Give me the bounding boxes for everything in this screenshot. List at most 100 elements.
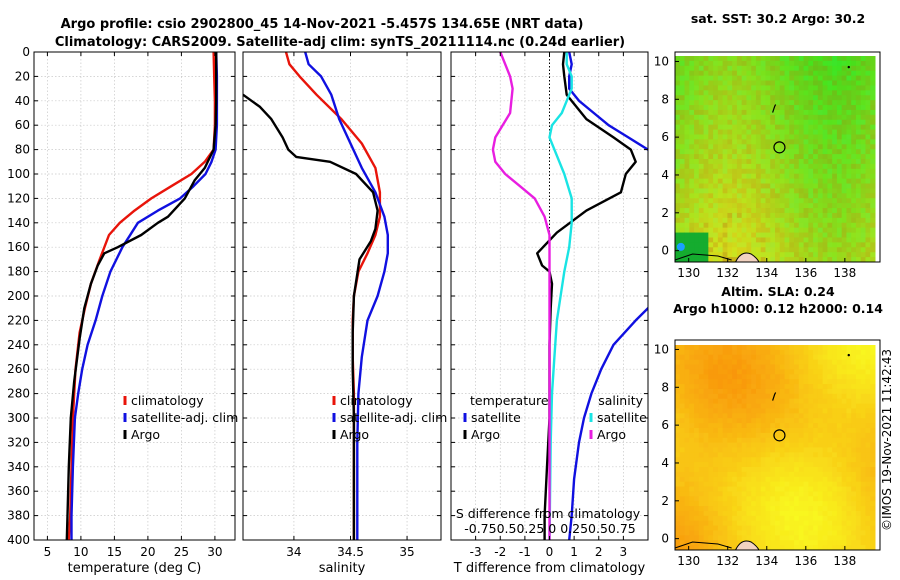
heatmap-cell: [832, 222, 838, 229]
heatmap-cell: [713, 345, 719, 351]
heatmap-cell: [865, 413, 871, 419]
heatmap-cell: [698, 105, 705, 111]
heatmap-cell: [717, 163, 724, 170]
heatmap-cell: [751, 349, 757, 356]
heatmap-cell: [689, 540, 695, 546]
heatmap-cell: [760, 227, 766, 234]
heatmap-cell: [703, 247, 709, 253]
heatmap-cell: [813, 95, 819, 101]
heatmap-cell: [722, 374, 728, 380]
heatmap-cell: [870, 530, 876, 536]
heatmap-cell: [732, 467, 738, 473]
heatmap-cell: [808, 476, 814, 483]
heatmap-cell: [708, 173, 714, 180]
heatmap-cell: [808, 80, 814, 86]
heatmap-cell: [679, 423, 686, 429]
x-tick-label: 15: [107, 545, 122, 559]
heatmap-cell: [736, 349, 743, 356]
heatmap-cell: [813, 163, 819, 170]
heatmap-cell: [827, 154, 833, 160]
heatmap-cell: [755, 442, 762, 448]
heatmap-cell: [727, 85, 733, 91]
heatmap-cell: [755, 486, 762, 492]
heatmap-cell: [794, 359, 800, 366]
heatmap-cell: [679, 379, 686, 385]
heatmap-cell: [732, 159, 738, 165]
heatmap-cell: [689, 354, 695, 361]
heatmap-cell: [817, 119, 824, 126]
heatmap-cell: [765, 134, 771, 140]
heatmap-cell: [684, 530, 690, 536]
heatmap-cell: [808, 232, 814, 238]
heatmap-cell: [708, 501, 714, 507]
heatmap-cell: [808, 506, 814, 512]
heatmap-cell: [870, 129, 876, 135]
heatmap-cell: [679, 476, 686, 483]
heatmap-cell: [717, 85, 724, 91]
heatmap-cell: [684, 109, 690, 116]
heatmap-cell: [760, 139, 766, 145]
heatmap-cell: [741, 80, 747, 86]
heatmap-cell: [865, 418, 871, 424]
heatmap-cell: [746, 232, 752, 238]
heatmap-cell: [779, 481, 786, 488]
heatmap-cell: [855, 525, 862, 531]
heatmap-cell: [736, 535, 743, 541]
heatmap-cell: [794, 144, 800, 150]
heatmap-cell: [675, 427, 681, 434]
heatmap-cell: [689, 217, 695, 224]
heatmap-cell: [832, 393, 838, 400]
heatmap-cell: [684, 149, 690, 155]
heatmap-cell: [698, 168, 705, 175]
heatmap-cell: [779, 447, 786, 453]
heatmap-cell: [779, 105, 786, 111]
heatmap-cell: [827, 515, 833, 522]
heatmap-cell: [813, 481, 819, 488]
heatmap-cell: [794, 520, 800, 527]
heatmap-cell: [865, 65, 871, 72]
heatmap-cell: [794, 510, 800, 517]
heatmap-cell: [851, 427, 857, 434]
heatmap-cell: [765, 163, 771, 170]
heatmap-cell: [789, 257, 795, 263]
heatmap-cell: [689, 154, 695, 160]
heatmap-cell: [832, 364, 838, 370]
heatmap-cell: [822, 423, 828, 429]
heatmap-cell: [675, 65, 681, 72]
heatmap-cell: [746, 369, 752, 375]
heatmap-cell: [855, 515, 862, 522]
heatmap-cell: [832, 144, 838, 150]
island-outline: [772, 392, 777, 401]
heatmap-cell: [822, 134, 828, 140]
heatmap-cell: [789, 486, 795, 492]
heatmap-cell: [836, 139, 843, 145]
heatmap-cell: [870, 149, 876, 155]
heatmap-cell: [698, 398, 705, 405]
heatmap-cell: [689, 247, 695, 253]
heatmap-cell: [775, 423, 781, 429]
heatmap-cell: [817, 70, 824, 77]
heatmap-cell: [846, 139, 852, 145]
heatmap-cell: [860, 379, 866, 385]
heatmap-cell: [846, 144, 852, 150]
heatmap-cell: [803, 232, 809, 238]
heatmap-cell: [794, 95, 800, 101]
heatmap-cell: [779, 374, 786, 380]
heatmap-cell: [846, 476, 852, 483]
heatmap-cell: [851, 364, 857, 370]
heatmap-cell: [689, 413, 695, 419]
heatmap-cell: [870, 183, 876, 189]
difference-panel: -3 -2 -1 0 1 2 3T difference from climatologyt…: [450, 51, 649, 576]
heatmap-cell: [775, 510, 781, 517]
heatmap-cell: [755, 413, 762, 419]
heatmap-cell: [822, 90, 828, 96]
heatmap-cell: [727, 471, 733, 478]
heatmap-cell: [684, 154, 690, 160]
heatmap-cell: [675, 364, 681, 370]
heatmap-cell: [770, 545, 776, 551]
heatmap-cell: [751, 227, 757, 234]
heatmap-cell: [694, 188, 700, 194]
heatmap-cell: [760, 467, 766, 473]
heatmap-cell: [846, 129, 852, 135]
heatmap-cell: [841, 203, 847, 209]
